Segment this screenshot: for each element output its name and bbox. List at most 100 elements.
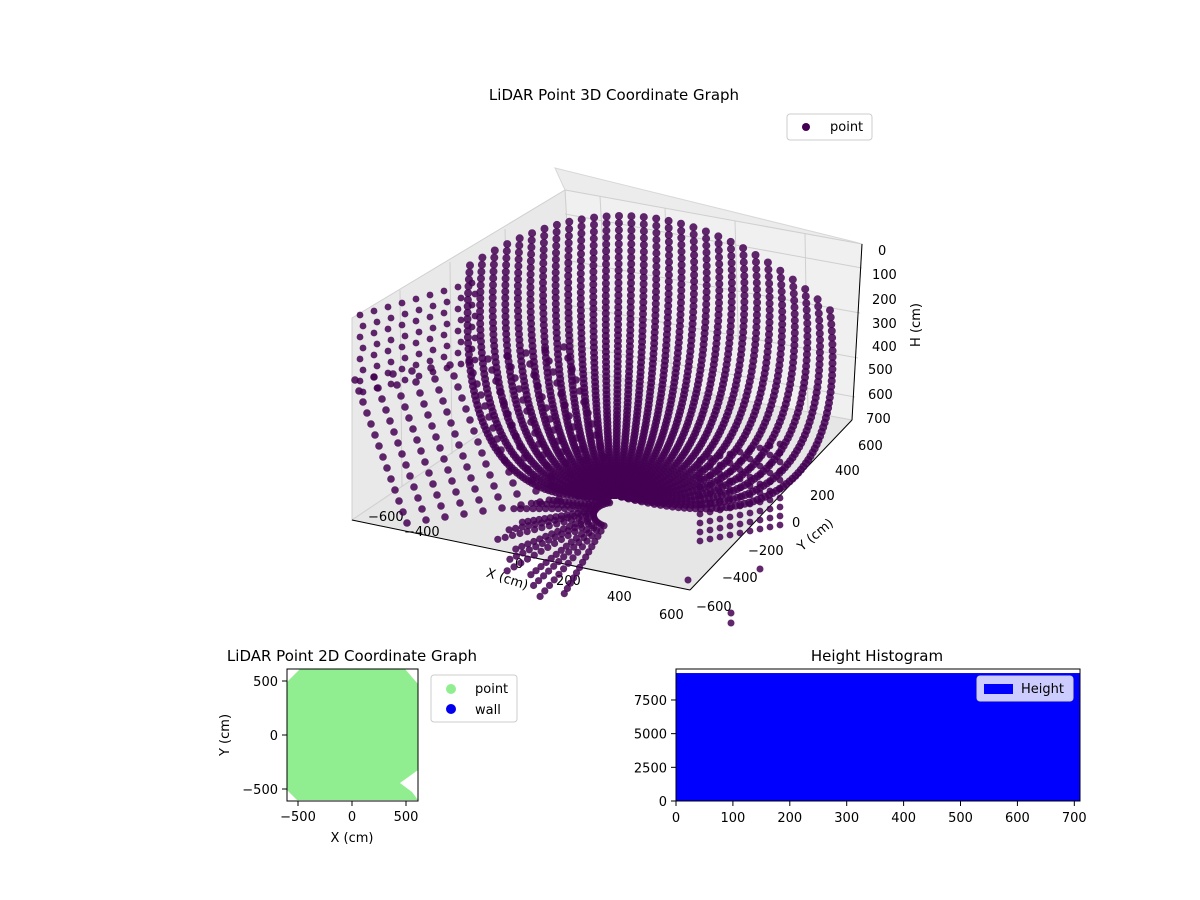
lidar-point [726,513,734,521]
lidar-point [765,324,774,333]
lidar-point [752,258,760,267]
lidar-point [549,368,557,376]
lidar-point [526,307,535,316]
lidar-point [552,241,561,250]
lidar-point [651,305,660,314]
lidar-point [752,271,761,280]
lidar-point [726,468,734,476]
lidar-point [706,535,714,543]
lidar-point [424,411,432,419]
lidar-point [676,304,685,313]
lidar-point [502,330,511,339]
lidar-point [756,565,764,573]
lidar-point [564,559,572,567]
lidar-point [752,323,761,332]
lidar-point [589,280,598,289]
lidar-point [726,450,734,458]
lidar-point [746,455,754,463]
lidar-point [756,444,764,452]
lidar-point [689,230,698,239]
lidar-point [776,467,784,475]
lidar-point [555,558,563,566]
lidar-point [551,268,560,277]
lidar-point [652,228,661,237]
lidar-point [471,290,479,298]
lidar-point [457,338,465,346]
lidar-point [639,298,648,307]
lidar-point [560,518,568,526]
lidar-point [626,320,635,329]
lidar-point [680,503,689,512]
lidar-point [584,409,592,417]
lidar-point [503,567,511,575]
lidar-point [789,289,798,298]
lidar-point [627,272,636,281]
lidar-point [539,297,548,306]
lidar-point [526,270,535,279]
lidar-point [577,312,585,321]
lidar-point [401,403,409,411]
chart-2d-title: LiDAR Point 2D Coordinate Graph [227,647,477,665]
lidar-point [639,213,648,222]
lidar-point [536,498,544,506]
lidar-point [602,247,611,255]
lidar-point [552,228,561,236]
legend-2d: point wall [430,674,518,723]
lidar-point [525,546,533,554]
lidar-point [431,375,439,383]
lidar-point [532,567,540,575]
lidar-point [477,274,485,283]
lidar-point [790,296,799,305]
lidar-point [501,457,509,465]
lidar-point [523,555,532,563]
lidar-point [501,267,510,276]
lidar-point [508,421,516,429]
lidar-point [426,335,434,343]
lidar-point [702,241,711,250]
lidar-point [488,306,497,315]
lidar-point [554,505,562,513]
lidar-point [447,419,455,427]
lidar-point [589,241,598,250]
lidar-point [601,285,610,294]
legend-3d: point [786,113,873,141]
lidar-point [465,358,473,366]
lidar-point [590,213,599,222]
lidar-point [420,400,428,408]
lidar-point [554,437,562,445]
lidar-point [418,505,426,513]
lidar-point [463,308,472,317]
lidar-point [639,254,648,263]
lidar-point [536,592,544,601]
lidar-point [639,260,648,269]
lidar-point [493,435,501,443]
lidar-point [489,330,498,339]
lidar-point [557,390,565,398]
lidar-point [765,330,773,339]
x-tick: −400 [404,525,440,540]
lidar-point [548,505,556,513]
lidar-point [790,329,799,337]
lidar-point [542,505,550,513]
lidar-point [764,272,773,281]
lidar-point [639,227,648,236]
lidar-point [776,512,784,520]
lidar-point [564,238,573,247]
y-tick: −200 [748,544,784,559]
lidar-point [601,297,610,306]
x-tick: −600 [368,510,404,525]
lidar-point [468,301,476,309]
lidar-point [514,324,523,333]
y-tick-hist: 7500 [634,694,667,709]
x-tick-hist: 100 [720,811,745,826]
lidar-point [413,436,421,444]
lidar-point [677,240,686,249]
lidar-point [765,318,774,327]
lidar-point [488,287,497,296]
lidar-point [589,286,598,295]
lidar-point [726,531,734,539]
lidar-point [716,506,724,514]
lidar-point [504,410,512,418]
lidar-point [736,448,744,456]
lidar-point [526,360,534,368]
